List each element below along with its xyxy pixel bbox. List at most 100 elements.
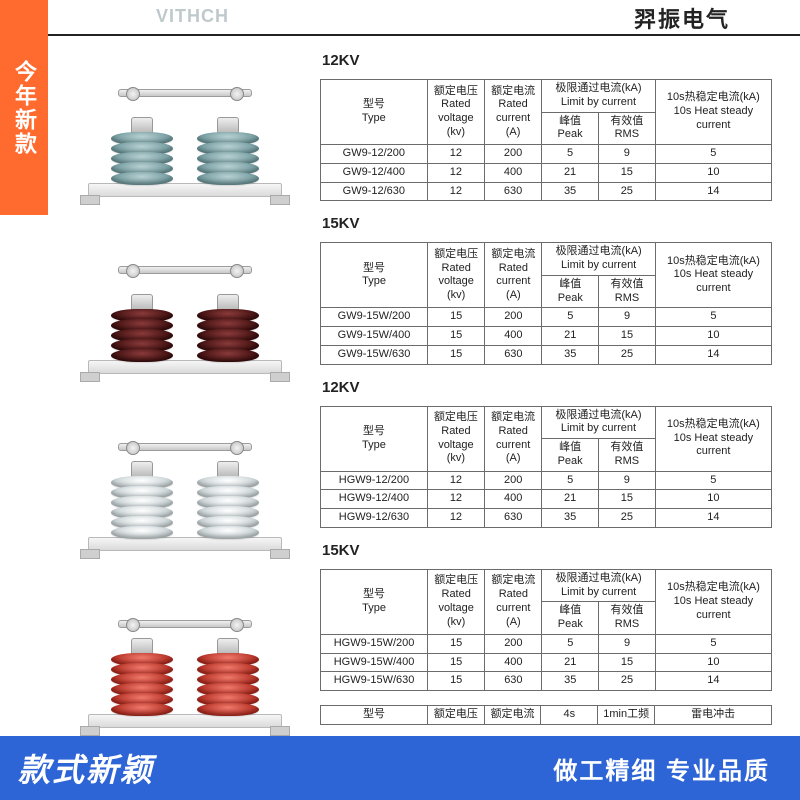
- cell-voltage: 15: [428, 672, 485, 691]
- col-rms: 有效值 RMS: [598, 112, 655, 145]
- col-limit-group: 极限通过电流(kA) Limit by current: [542, 80, 656, 113]
- col-limit-group: 极限通过电流(kA) Limit by current: [542, 569, 655, 602]
- cell-model: HGW9-12/630: [321, 509, 428, 528]
- arm-joint: [126, 618, 140, 632]
- mount-foot: [270, 195, 290, 205]
- cell-model: GW9-12/630: [321, 182, 428, 201]
- col-peak: 峰值 Peak: [542, 439, 599, 472]
- cell-voltage: 12: [427, 471, 484, 490]
- col-model-partial: 型号: [321, 706, 428, 725]
- cell-steady: 10: [655, 327, 771, 346]
- cell-model: GW9-12/400: [321, 163, 428, 182]
- col-model: 型号 Type: [321, 243, 428, 308]
- table-row: GW9-15W/400 15 400 21 15 10: [321, 327, 772, 346]
- product-illustration-2: [58, 227, 312, 382]
- arm-joint: [230, 87, 244, 101]
- spec-table-1: 型号 Type 额定电压 Rated voltage (kv) 额定电流 Rat…: [320, 79, 772, 201]
- spec-table-4: 型号 Type 额定电压 Rated voltage (kv) 额定电流 Rat…: [320, 569, 772, 691]
- cell-peak: 35: [542, 509, 599, 528]
- table-body: HGW9-15W/200 15 200 5 9 5 HGW9-15W/400 1…: [321, 634, 772, 690]
- content-area: 12KV 型号 Type 额定电压 Rated voltage (kv): [0, 42, 800, 736]
- table-row: HGW9-15W/400 15 400 21 15 10: [321, 653, 772, 672]
- cell-voltage: 15: [428, 327, 485, 346]
- table-row: HGW9-12/200 12 200 5 9 5: [321, 471, 772, 490]
- col-current: 额定电流 Rated current (A): [484, 80, 541, 145]
- cell-model: GW9-15W/630: [321, 345, 428, 364]
- cell-model: HGW9-15W/200: [321, 634, 428, 653]
- terminal-cap: [131, 638, 153, 654]
- cell-rms: 15: [599, 653, 656, 672]
- arm-joint: [230, 618, 244, 632]
- cell-rms: 9: [599, 471, 656, 490]
- col-current: 额定电流 Rated current (A): [485, 569, 542, 634]
- cell-rms: 15: [599, 327, 656, 346]
- insulator-stack: [110, 638, 174, 716]
- section-heading: 12KV: [322, 379, 772, 396]
- cell-rms: 25: [599, 672, 656, 691]
- cell-current: 400: [485, 653, 542, 672]
- cell-rms: 25: [599, 345, 656, 364]
- insulator-disc: [197, 526, 259, 539]
- cell-steady: 5: [655, 471, 771, 490]
- cell-model: GW9-15W/400: [321, 327, 428, 346]
- cell-model: HGW9-15W/630: [321, 672, 428, 691]
- arm-joint: [230, 441, 244, 455]
- terminal-cap: [131, 117, 153, 133]
- terminal-cap: [217, 117, 239, 133]
- cell-steady: 10: [655, 163, 771, 182]
- cell-steady: 14: [655, 345, 771, 364]
- cell-peak: 21: [542, 490, 599, 509]
- product-illustration-4: [58, 581, 312, 736]
- cell-voltage: 15: [428, 653, 485, 672]
- insulator-stack: [110, 461, 174, 539]
- cell-current: 630: [485, 345, 542, 364]
- product-image-column: [0, 42, 320, 736]
- cell-voltage: 15: [428, 634, 485, 653]
- table-head: 型号 额定电压 额定电流 4s 1min工频 雷电冲击: [321, 706, 772, 725]
- col-peak: 峰值 Peak: [542, 602, 599, 635]
- arm-joint: [230, 264, 244, 278]
- cell-current: 400: [484, 163, 541, 182]
- mount-foot: [80, 195, 100, 205]
- cell-current: 200: [484, 145, 541, 164]
- insulator-disc: [111, 349, 173, 362]
- section-heading: 15KV: [322, 542, 772, 559]
- cell-peak: 5: [542, 145, 599, 164]
- side-badge-text: 今年新款: [8, 60, 40, 156]
- col-voltage: 额定电压 Rated voltage (kv): [428, 243, 485, 308]
- cell-steady: 5: [655, 634, 771, 653]
- cell-model: HGW9-12/200: [321, 471, 428, 490]
- cell-current: 200: [485, 634, 542, 653]
- cell-voltage: 12: [427, 509, 484, 528]
- table-row: HGW9-15W/630 15 630 35 25 14: [321, 672, 772, 691]
- insulator-stack: [196, 117, 260, 185]
- cell-voltage: 12: [427, 490, 484, 509]
- cell-steady: 10: [655, 653, 771, 672]
- col-steady: 10s热稳定电流(kA) 10s Heat steady current: [655, 406, 771, 471]
- base-rail: [88, 183, 282, 197]
- col-steady: 10s热稳定电流(kA) 10s Heat steady current: [655, 569, 771, 634]
- cell-voltage: 12: [427, 145, 484, 164]
- insulator-disc: [197, 172, 259, 185]
- col-model: 型号 Type: [321, 406, 428, 471]
- mount-foot: [270, 726, 290, 736]
- product-illustration-1: [58, 50, 312, 205]
- cell-model: GW9-15W/200: [321, 308, 428, 327]
- cell-rms: 15: [598, 163, 655, 182]
- arm-joint: [126, 441, 140, 455]
- cell-voltage: 12: [427, 163, 484, 182]
- table-row: GW9-12/630 12 630 35 25 14: [321, 182, 772, 201]
- cell-current: 400: [485, 490, 542, 509]
- cell-model: HGW9-12/400: [321, 490, 428, 509]
- cell-steady: 5: [655, 145, 771, 164]
- col-peak: 峰值 Peak: [542, 112, 599, 145]
- cell-steady: 10: [655, 490, 771, 509]
- col-limit-group: 极限通过电流(kA) Limit by current: [542, 406, 655, 439]
- table-body: GW9-15W/200 15 200 5 9 5 GW9-15W/400 15 …: [321, 308, 772, 364]
- terminal-cap: [217, 638, 239, 654]
- cell-steady: 14: [655, 672, 771, 691]
- mount-foot: [80, 372, 100, 382]
- cell-peak: 5: [542, 308, 599, 327]
- base-rail: [88, 360, 282, 374]
- cell-steady: 14: [655, 509, 771, 528]
